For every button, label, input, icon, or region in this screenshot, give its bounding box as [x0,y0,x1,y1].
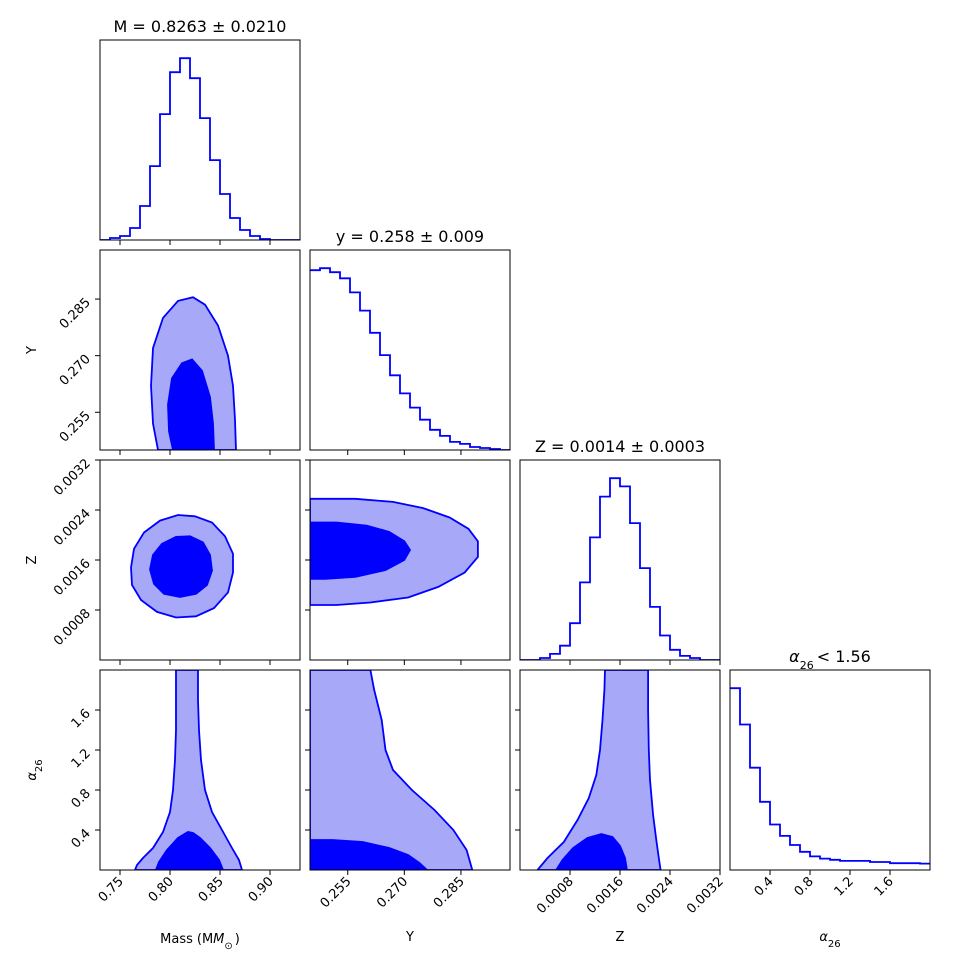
x-tick-label-a: 1.2 [832,874,857,899]
histogram-z [520,477,720,660]
panel-y-m: 0.255 0.270 0.285 [57,249,301,455]
x-tick-label-z: 0.0024 [634,874,677,917]
y-tick-label-a: 0.4 [69,826,94,851]
panel-a-a: 0.4 0.8 1.2 1.6 [729,669,931,899]
x-tick-label-a: 0.8 [792,874,817,899]
contour-inner-y-m [167,358,215,450]
x-tick-label-m: 0.90 [246,874,277,905]
x-tick-label-y: 0.270 [374,874,411,911]
contour-outer-a-y [310,670,474,870]
x-tick-label-a: 1.6 [872,874,897,899]
panel-z-y [305,459,511,665]
histogram-a [730,687,930,865]
x-tick-label-a: 0.4 [752,874,777,899]
xlabel-mass-unit-close: ) [235,932,240,947]
panel-frame [519,459,721,661]
panel-frame [729,669,931,871]
title-alpha-sub: 26 [800,659,814,672]
xlabel-mass-unit: (M [197,932,213,947]
contour-outer-a-z [536,670,662,870]
title-z: Z = 0.0014 ± 0.0003 [535,437,705,456]
histogram-m [100,57,300,240]
xlabel-alpha: α26 [819,930,840,950]
title-alpha: α26 < 1.56 [789,647,871,672]
xlabel-alpha-symbol: α [819,930,828,945]
contour-inner-z-y [310,521,412,580]
panel-z-z [519,459,721,665]
contour-inner-a-z [555,833,628,870]
panels-group: 0.2550.2700.2850.00080.00160.00240.00320… [51,39,931,917]
xlabel-mass-unit-sub: ⊙ [224,941,232,952]
panel-z-m: 0.0008 0.0016 0.0024 0.0032 [51,456,301,665]
title-alpha-limit: < 1.56 [817,647,871,666]
panel-frame [99,39,301,241]
y-tick-label-a: 0.8 [69,786,94,811]
y-tick-label-y: 0.270 [57,352,94,389]
contour-inner-z-m [149,535,213,598]
ylabel-alpha: α26 [25,759,45,780]
ylabel-alpha-symbol: α [25,772,40,781]
y-tick-label-z: 0.0016 [51,556,94,599]
x-tick-label-y: 0.285 [431,874,468,911]
panel-frame [309,249,511,451]
xlabel-y: Y [405,930,414,945]
contour-inner-a-y [310,839,429,870]
y-tick-label-y: 0.285 [57,295,94,332]
y-tick-label-a: 1.6 [69,706,94,731]
y-tick-label-a: 1.2 [69,746,94,771]
panel-a-z: 0.0008 0.0016 0.0024 0.0032 [515,669,727,917]
panel-y-y [309,249,511,455]
x-tick-label-z: 0.0016 [584,874,627,917]
x-tick-label-m: 0.75 [96,874,127,905]
panel-frame [99,669,301,871]
x-tick-label-m: 0.85 [196,874,227,905]
panel-frame [309,669,511,871]
title-y: y = 0.258 ± 0.009 [336,227,484,246]
x-tick-label-m: 0.80 [146,874,177,905]
y-tick-label-z: 0.0024 [51,506,94,549]
title-alpha-symbol: α [789,647,800,666]
x-tick-label-y: 0.255 [318,874,355,911]
ylabel-z: Z [25,555,40,564]
x-tick-label-z: 0.0032 [684,874,727,917]
y-tick-label-z: 0.0008 [51,606,94,649]
xlabel-mass-unit-m: M [213,932,224,947]
xlabel-alpha-sub: 26 [828,939,841,950]
xlabel-mass: Mass (MM⊙) [160,932,240,952]
ylabel-y: Y [25,346,40,355]
contour-inner-a-m [155,831,224,870]
panel-m-m [99,39,301,245]
histogram-y [310,267,510,450]
panel-a-m: 0.75 0.80 0.85 0.90 0.4 0.8 1.2 1.6 [69,669,301,905]
panel-a-y: 0.255 0.270 0.285 [305,669,511,911]
xlabel-mass-text: Mass [160,932,193,947]
title-mass: M = 0.8263 ± 0.0210 [114,17,287,36]
x-tick-label-z: 0.0008 [534,874,577,917]
y-tick-label-y: 0.255 [57,408,94,445]
ylabel-alpha-sub: 26 [34,759,45,772]
contour-outer-a-m [134,670,243,870]
y-tick-label-z: 0.0032 [51,456,94,499]
xlabel-z: Z [616,930,625,945]
panel-frame [99,249,301,451]
